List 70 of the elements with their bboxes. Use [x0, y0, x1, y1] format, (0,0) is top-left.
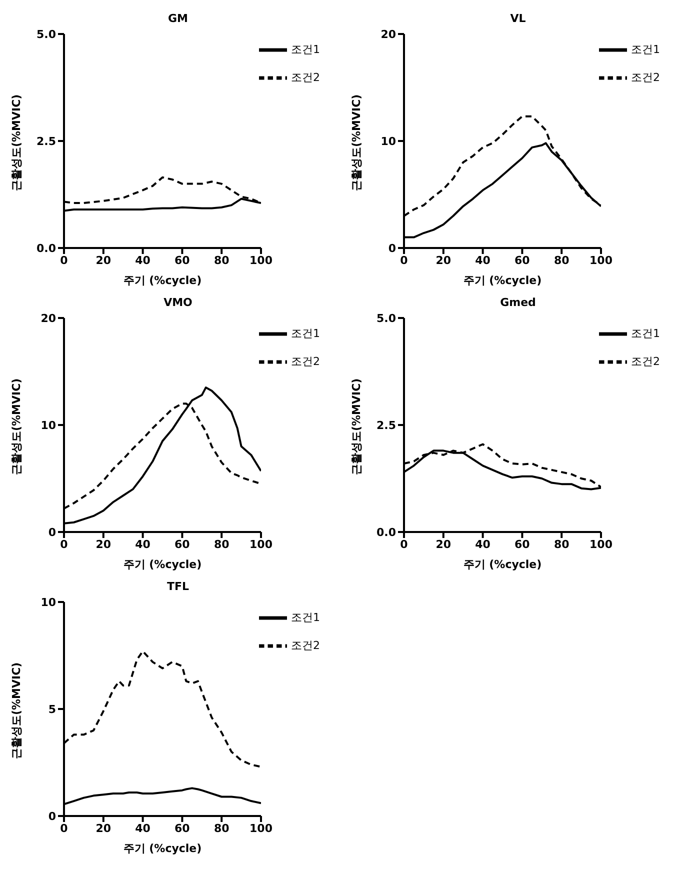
y-tick-label: 0 — [388, 242, 396, 255]
x-tick-label: 100 — [590, 254, 613, 267]
legend-label: 조건1 — [291, 611, 320, 624]
x-tick-label: 80 — [214, 538, 230, 551]
legend-label: 조건2 — [631, 71, 660, 84]
x-tick-label: 0 — [60, 254, 68, 267]
legend-label: 조건2 — [291, 355, 320, 368]
x-tick-label: 20 — [96, 538, 112, 551]
y-tick-label: 5.0 — [376, 312, 396, 325]
chart-title: VMO — [162, 296, 194, 311]
y-tick-label: 20 — [40, 312, 56, 325]
x-tick-label: 40 — [135, 822, 151, 835]
x-axis-title: 주기 (%cycle) — [463, 558, 542, 571]
y-axis-title: 근활성도(%MVIC) — [350, 94, 363, 191]
x-tick-label: 80 — [554, 254, 570, 267]
x-tick-label: 40 — [135, 254, 151, 267]
x-axis-title: 주기 (%cycle) — [123, 842, 202, 855]
y-tick-label: 10 — [380, 134, 396, 148]
x-tick-label: 100 — [250, 254, 273, 267]
y-axis-title: 근활성도(%MVIC) — [350, 378, 363, 475]
legend-label: 조건1 — [631, 43, 660, 56]
x-tick-label: 0 — [400, 254, 408, 267]
x-tick-label: 60 — [514, 254, 530, 267]
x-axis-title: 주기 (%cycle) — [463, 274, 542, 287]
y-tick-label: 0.0 — [36, 242, 56, 255]
y-axis-title: 근활성도(%MVIC) — [10, 378, 23, 475]
legend-label: 조건2 — [291, 639, 320, 652]
legend-label: 조건2 — [291, 71, 320, 84]
x-axis-title: 주기 (%cycle) — [123, 274, 202, 287]
x-tick-label: 100 — [250, 822, 273, 835]
chart-title: TFL — [166, 580, 190, 595]
x-tick-label: 60 — [174, 254, 190, 267]
y-tick-label: 10 — [40, 596, 56, 609]
y-tick-label: 2.5 — [36, 134, 56, 148]
x-tick-label: 20 — [96, 254, 112, 267]
chart-title: GM — [167, 12, 189, 27]
x-tick-label: 100 — [590, 538, 613, 551]
x-tick-label: 0 — [60, 822, 68, 835]
legend-label: 조건1 — [291, 43, 320, 56]
chart-title: VL — [509, 12, 527, 27]
x-tick-label: 20 — [436, 254, 452, 267]
x-tick-label: 60 — [174, 822, 190, 835]
chart-title: Gmed — [499, 296, 537, 311]
y-tick-label: 20 — [380, 28, 396, 41]
x-axis-title: 주기 (%cycle) — [123, 558, 202, 571]
x-tick-label: 20 — [96, 822, 112, 835]
y-tick-label: 0.0 — [376, 526, 396, 539]
x-tick-label: 0 — [400, 538, 408, 551]
x-tick-label: 40 — [475, 538, 491, 551]
y-tick-label: 0 — [48, 526, 56, 539]
x-tick-label: 80 — [554, 538, 570, 551]
x-tick-label: 40 — [475, 254, 491, 267]
x-tick-label: 80 — [214, 822, 230, 835]
legend-label: 조건1 — [631, 327, 660, 340]
x-tick-label: 100 — [250, 538, 273, 551]
y-tick-label: 2.5 — [376, 418, 396, 432]
x-tick-label: 40 — [135, 538, 151, 551]
y-axis-title: 근활성도(%MVIC) — [10, 662, 23, 759]
y-tick-label: 10 — [40, 418, 56, 432]
x-tick-label: 80 — [214, 254, 230, 267]
legend-label: 조건2 — [631, 355, 660, 368]
x-tick-label: 60 — [174, 538, 190, 551]
x-tick-label: 20 — [436, 538, 452, 551]
x-tick-label: 60 — [514, 538, 530, 551]
y-axis-title: 근활성도(%MVIC) — [10, 94, 23, 191]
y-tick-label: 5.0 — [36, 28, 56, 41]
legend-label: 조건1 — [291, 327, 320, 340]
y-tick-label: 0 — [48, 810, 56, 823]
x-tick-label: 0 — [60, 538, 68, 551]
y-tick-label: 5 — [48, 702, 56, 716]
